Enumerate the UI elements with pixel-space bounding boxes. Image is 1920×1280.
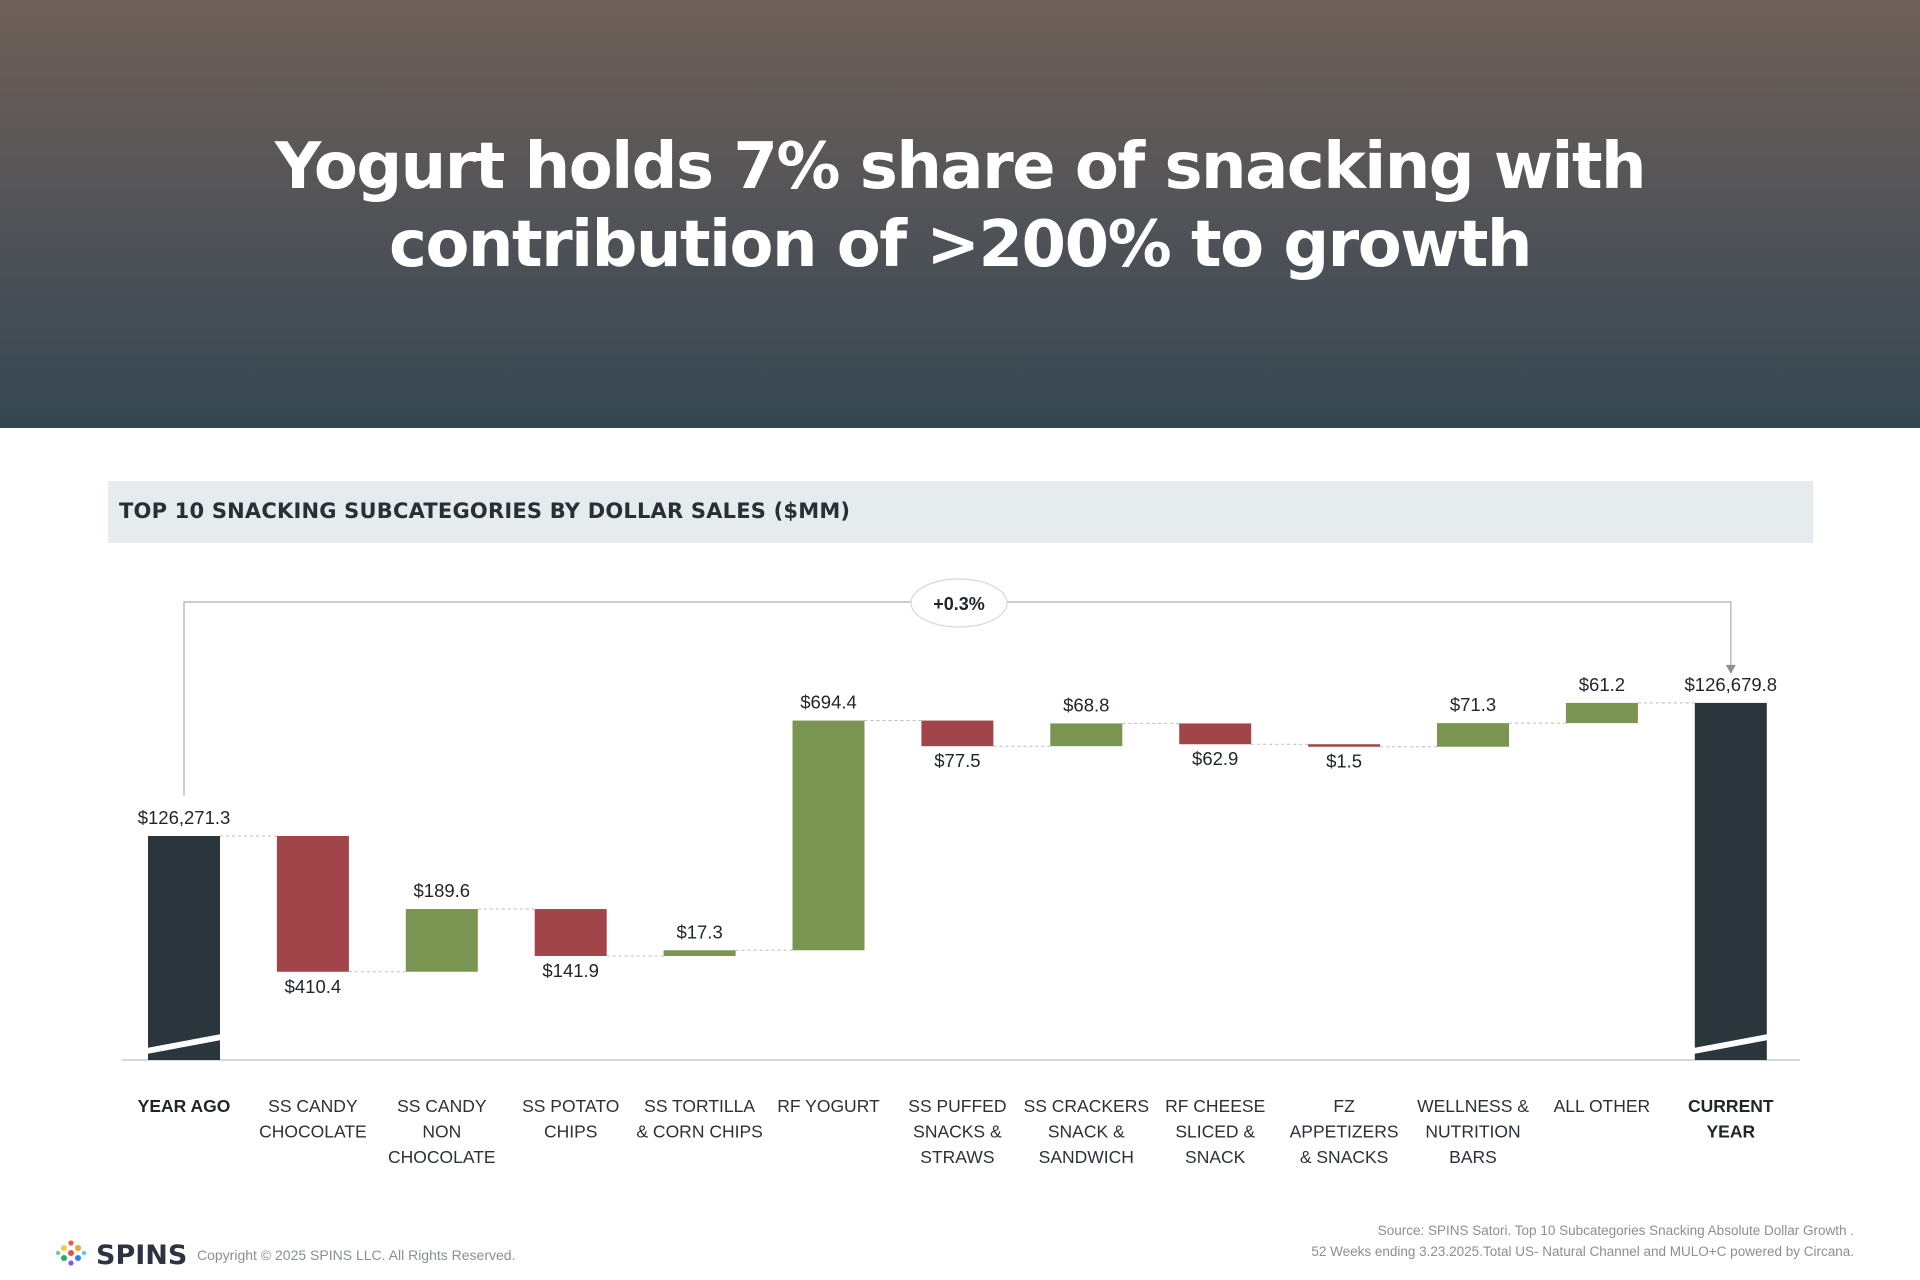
- copyright-text: Copyright © 2025 SPINS LLC. All Rights R…: [197, 1247, 516, 1263]
- page-title-line1: Yogurt holds 7% share of snacking with: [274, 130, 1647, 204]
- chart-title-band: TOP 10 SNACKING SUBCATEGORIES BY DOLLAR …: [108, 481, 1813, 543]
- category-label-8: RF CHEESE: [1165, 1096, 1265, 1116]
- category-label-6: SNACKS &: [913, 1122, 1002, 1142]
- bar-1: [276, 836, 349, 972]
- bar-5: [792, 720, 865, 951]
- value-label-7: $68.8: [1063, 694, 1109, 715]
- value-label-3: $141.9: [542, 960, 599, 981]
- source-line-2: 52 Weeks ending 3.23.2025.Total US- Natu…: [1311, 1244, 1854, 1259]
- category-label-8: SLICED &: [1175, 1122, 1255, 1142]
- bar-9: [1308, 744, 1381, 747]
- page-title-line2: contribution of >200% to growth: [389, 208, 1532, 282]
- category-label-1: CHOCOLATE: [259, 1122, 367, 1142]
- value-label-6: $77.5: [934, 750, 980, 771]
- category-label-8: SNACK: [1185, 1147, 1246, 1167]
- bar-2: [405, 909, 478, 972]
- value-label-10: $71.3: [1450, 694, 1496, 715]
- value-label-4: $17.3: [676, 921, 722, 942]
- bar-8: [1179, 723, 1252, 745]
- spins-logo: SPINS: [54, 1236, 194, 1272]
- value-label-8: $62.9: [1192, 748, 1238, 769]
- change-badge: [910, 578, 1008, 628]
- header-banner: Yogurt holds 7% share of snacking with c…: [0, 0, 1920, 428]
- category-label-6: STRAWS: [920, 1147, 994, 1167]
- category-label-2: CHOCOLATE: [388, 1147, 496, 1167]
- value-label-1: $410.4: [285, 976, 342, 997]
- bar-10: [1437, 723, 1509, 747]
- category-label-10: WELLNESS &: [1417, 1096, 1529, 1116]
- category-label-7: SNACK &: [1048, 1122, 1125, 1142]
- bar-4: [663, 950, 736, 956]
- spins-logo-icon: [55, 1240, 87, 1266]
- category-label-12: YEAR: [1706, 1122, 1755, 1142]
- bar-12: [1694, 702, 1767, 1060]
- category-label-9: APPETIZERS: [1290, 1122, 1399, 1142]
- value-label-12: $126,679.8: [1685, 674, 1778, 695]
- category-label-3: CHIPS: [544, 1122, 597, 1142]
- source-line-1: Source: SPINS Satori. Top 10 Subcategori…: [1377, 1223, 1854, 1238]
- category-label-7: SANDWICH: [1039, 1147, 1134, 1167]
- category-label-1: SS CANDY: [268, 1096, 358, 1116]
- category-label-7: SS CRACKERS: [1024, 1096, 1149, 1116]
- change-bracket-arrow: [1725, 664, 1736, 674]
- spins-logo-wordmark: SPINS: [96, 1240, 187, 1271]
- value-label-9: $1.5: [1326, 751, 1362, 772]
- category-label-11: ALL OTHER: [1554, 1096, 1651, 1116]
- bar-7: [1050, 723, 1123, 747]
- bar-11: [1565, 702, 1638, 724]
- bar-3: [534, 909, 607, 956]
- change-badge-label: +0.3%: [933, 594, 985, 614]
- value-label-0: $126,271.3: [138, 807, 231, 828]
- value-label-11: $61.2: [1579, 674, 1625, 695]
- category-label-4: & CORN CHIPS: [636, 1122, 762, 1142]
- chart-title: TOP 10 SNACKING SUBCATEGORIES BY DOLLAR …: [119, 499, 851, 523]
- category-label-6: SS PUFFED: [908, 1096, 1006, 1116]
- category-label-10: NUTRITION: [1425, 1122, 1520, 1142]
- axis-break-0: [136, 1032, 232, 1056]
- category-label-3: SS POTATO: [522, 1096, 619, 1116]
- category-label-2: SS CANDY: [397, 1096, 487, 1116]
- category-label-9: FZ: [1333, 1096, 1355, 1116]
- value-label-5: $694.4: [800, 692, 857, 713]
- source-note: Source: SPINS Satori. Top 10 Subcategori…: [1311, 1220, 1854, 1262]
- category-label-4: SS TORTILLA: [644, 1096, 755, 1116]
- bar-6: [921, 720, 994, 747]
- category-label-0: YEAR AGO: [138, 1096, 231, 1116]
- page-title: Yogurt holds 7% share of snacking with c…: [160, 128, 1760, 284]
- category-label-10: BARS: [1449, 1147, 1497, 1167]
- category-label-12: CURRENT: [1688, 1096, 1774, 1116]
- bar-0: [148, 836, 220, 1060]
- value-label-2: $189.6: [414, 880, 471, 901]
- axis-break-12: [1682, 1032, 1779, 1056]
- category-label-5: RF YOGURT: [777, 1096, 880, 1116]
- category-label-2: NON: [422, 1122, 461, 1142]
- category-label-9: & SNACKS: [1300, 1147, 1389, 1167]
